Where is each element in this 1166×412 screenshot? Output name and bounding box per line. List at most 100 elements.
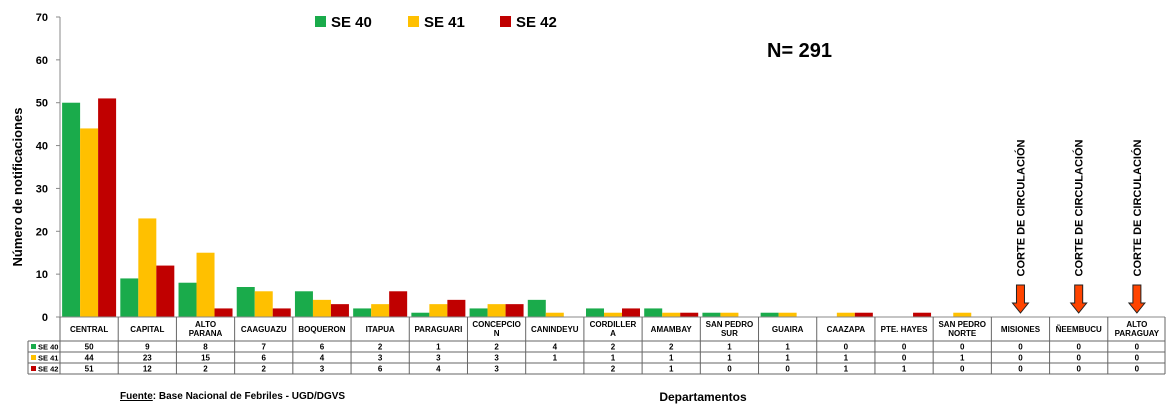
bar-se-41 [429, 304, 448, 317]
table-legend-swatch [31, 344, 36, 349]
table-cell: 2 [669, 343, 674, 352]
legend-swatch [315, 16, 326, 27]
bar-se-41 [312, 299, 331, 317]
bar-se-41 [836, 312, 855, 317]
table-cell: 0 [902, 343, 907, 352]
x-tick-label: PARANA [189, 329, 223, 338]
table-cell: 9 [145, 343, 150, 352]
table-cell: 1 [960, 354, 965, 363]
table-legend-swatch [31, 355, 36, 360]
bar-se-42 [98, 98, 117, 317]
bar-se-42 [913, 312, 932, 317]
bar-se-42 [156, 265, 175, 317]
x-tick-label: CONCEPCIO [472, 320, 520, 329]
table-cell: 2 [203, 365, 208, 374]
table-cell: 0 [785, 365, 790, 374]
table-cell: 1 [844, 354, 849, 363]
y-tick-label: 50 [36, 98, 48, 110]
bar-se-40 [586, 308, 604, 317]
bar-se-40 [236, 287, 255, 317]
table-cell: 1 [436, 343, 441, 352]
bar-se-42 [389, 291, 408, 317]
y-axis-label: Número de notificaciones [10, 108, 25, 267]
x-tick-label: N [494, 329, 500, 338]
legend: SE 40 SE 41 SE 42 [315, 14, 557, 31]
n-label: N= 291 [767, 40, 832, 62]
table-cell: 0 [960, 365, 965, 374]
table-cell: 2 [262, 365, 267, 374]
x-tick-label: BOQUERON [298, 325, 345, 334]
x-tick-label: MISIONES [1001, 325, 1041, 334]
table-cell: 0 [1135, 343, 1140, 352]
table-cell: 50 [85, 343, 94, 352]
table-cell: 51 [85, 365, 94, 374]
legend-label: SE 40 [331, 14, 372, 31]
bar-se-41 [371, 304, 390, 317]
x-tick-label: ALTO [1126, 320, 1147, 329]
bar-se-41 [953, 312, 972, 317]
source-text: : Base Nacional de Febriles - UGD/DGVS [153, 391, 346, 402]
table-cell: 1 [727, 354, 732, 363]
table-row-label: SE 40 [38, 343, 58, 352]
table-cell: 1 [902, 365, 907, 374]
down-arrow-icon [1011, 284, 1030, 314]
table-cell: 23 [143, 354, 152, 363]
x-tick-label: A [610, 329, 616, 338]
table-legend-swatch [31, 366, 36, 371]
bars [62, 98, 972, 317]
table-cell: 0 [1076, 343, 1081, 352]
x-tick-label: SAN PEDRO [938, 320, 986, 329]
x-tick-label: NORTE [948, 329, 977, 338]
table-cell: 0 [1018, 354, 1023, 363]
table-cell: 3 [494, 354, 499, 363]
bar-se-40 [178, 282, 197, 317]
x-tick-label: AMAMBAY [651, 325, 693, 334]
bar-se-42 [505, 304, 524, 317]
table-cell: 2 [611, 365, 616, 374]
bar-se-40 [702, 312, 721, 317]
y-tick-label: 40 [36, 141, 48, 153]
y-tick-label: 20 [36, 226, 48, 238]
bar-se-42 [330, 304, 349, 317]
table-cell: 1 [669, 365, 674, 374]
down-arrow-icon [1069, 284, 1088, 314]
table-cell: 1 [844, 365, 849, 374]
bar-se-40 [62, 102, 81, 317]
bar-se-41 [545, 312, 564, 317]
table-cell: 1 [727, 343, 732, 352]
x-tick-label: PARAGUAY [1115, 329, 1160, 338]
table-cell: 4 [320, 354, 325, 363]
table-cell: 0 [727, 365, 732, 374]
x-tick-label: CAPITAL [130, 325, 164, 334]
annotation-label: CORTE DE CIRCULACIÓN [1073, 140, 1086, 277]
bar-se-42 [622, 308, 640, 317]
bar-se-41 [196, 252, 215, 317]
y-tick-label: 0 [42, 312, 48, 324]
bar-se-42 [854, 312, 873, 317]
bar-se-40 [469, 308, 488, 317]
table-cell: 3 [436, 354, 441, 363]
x-tick-label: PARAGUARI [414, 325, 462, 334]
legend-label: SE 41 [424, 14, 465, 31]
source-note: Fuente: Base Nacional de Febriles - UGD/… [120, 391, 345, 402]
table-cell: 7 [262, 343, 267, 352]
bar-se-40 [353, 308, 372, 317]
table-cell: 4 [553, 343, 558, 352]
x-tick-label: CAAGUAZU [241, 325, 287, 334]
x-tick-label: SUR [721, 329, 738, 338]
bar-se-40 [760, 312, 779, 317]
table-cell: 0 [1018, 343, 1023, 352]
bar-se-41 [80, 128, 99, 317]
table-cell: 3 [320, 365, 325, 374]
legend-swatch [500, 16, 511, 27]
table-cell: 2 [378, 343, 383, 352]
bar-se-41 [604, 312, 622, 317]
x-tick-label: GUAIRA [772, 325, 804, 334]
y-axis: 0 10 20 30 40 50 60 70 [36, 12, 61, 324]
table-cell: 1 [785, 354, 790, 363]
source-prefix: Fuente [120, 391, 153, 402]
x-tick-label: CORDILLER [590, 320, 637, 329]
table-cell: 0 [1135, 354, 1140, 363]
bar-se-40 [411, 312, 430, 317]
